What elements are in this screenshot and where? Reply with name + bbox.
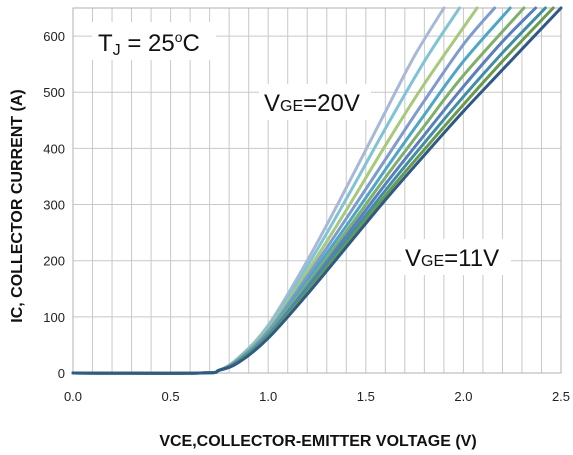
series-line bbox=[71, 6, 479, 375]
plot-frame bbox=[72, 7, 562, 374]
vge-high-label-bg bbox=[259, 84, 371, 120]
y-tick-label: 500 bbox=[43, 85, 65, 100]
temp-annotation: TJ = 25oC bbox=[98, 29, 200, 59]
tick-labels: 0.0 0.5 1.0 1.5 2.0 2.5 0 100 200 300 400 500 600 bbox=[43, 29, 570, 404]
y-tick-label: 0 bbox=[58, 366, 65, 381]
x-axis-title: VCE,COLLECTOR-EMITTER VOLTAGE (V) bbox=[159, 433, 476, 450]
y-tick-label: 100 bbox=[43, 310, 65, 325]
x-tick-label: 2.0 bbox=[454, 389, 472, 404]
vge-low-annotation: VGE=11V bbox=[405, 245, 499, 272]
x-tick-label: 1.5 bbox=[357, 389, 375, 404]
series-line bbox=[71, 6, 563, 375]
y-tick-label: 600 bbox=[43, 29, 65, 44]
x-tick-label: 0.5 bbox=[162, 389, 180, 404]
temp-label-bg bbox=[92, 22, 216, 60]
grid bbox=[72, 7, 562, 374]
y-tick-label: 200 bbox=[43, 254, 65, 269]
series-line bbox=[71, 6, 538, 375]
x-tick-label: 0.0 bbox=[64, 389, 82, 404]
series-line bbox=[71, 6, 555, 375]
vge-low-label-bg bbox=[401, 239, 511, 275]
y-tick-label: 400 bbox=[43, 141, 65, 156]
x-tick-label: 2.5 bbox=[552, 389, 570, 404]
vge-high-annotation: VGE=20V bbox=[264, 90, 360, 117]
series-line bbox=[71, 6, 512, 375]
series-line bbox=[71, 6, 526, 375]
x-tick-label: 1.0 bbox=[259, 389, 277, 404]
y-axis-title: IC, COLLECTOR CURRENT (A) bbox=[9, 89, 26, 322]
series-group bbox=[71, 6, 563, 375]
series-line bbox=[71, 6, 461, 375]
y-tick-label: 300 bbox=[43, 198, 65, 213]
